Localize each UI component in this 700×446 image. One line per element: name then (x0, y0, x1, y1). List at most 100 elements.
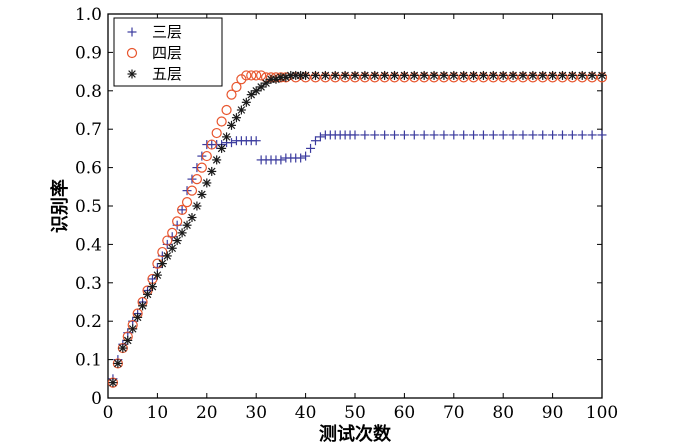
data-point (227, 120, 236, 130)
data-point (429, 70, 439, 80)
data-point (518, 130, 528, 140)
y-tick-label: 0.2 (75, 312, 102, 332)
legend-marker (126, 47, 138, 59)
series-3 (108, 70, 607, 388)
data-point (567, 70, 577, 80)
data-point (587, 70, 597, 80)
data-point (439, 130, 449, 140)
data-point (251, 70, 262, 81)
data-point (177, 204, 188, 215)
data-point (449, 70, 459, 80)
data-point (399, 70, 409, 80)
data-point (538, 130, 548, 140)
data-point (261, 78, 271, 88)
data-point (301, 151, 311, 161)
data-point (548, 70, 558, 80)
data-point (206, 139, 217, 150)
data-point (459, 130, 469, 140)
data-point (380, 70, 390, 80)
data-point (231, 113, 241, 123)
legend-label: 五层 (152, 65, 182, 83)
data-point (192, 201, 202, 211)
data-point (256, 82, 266, 92)
data-point (449, 130, 459, 140)
x-tick-label: 40 (295, 403, 317, 423)
data-point (231, 81, 242, 93)
data-point (123, 335, 133, 345)
data-point (459, 70, 469, 80)
data-point (429, 130, 439, 140)
data-point (370, 130, 380, 140)
data-point (241, 97, 251, 107)
data-point (196, 162, 207, 173)
data-point (157, 259, 167, 269)
data-point (399, 130, 409, 140)
data-point (390, 130, 400, 140)
data-point (108, 378, 118, 388)
data-point (276, 155, 286, 165)
x-tick-label: 10 (147, 403, 169, 423)
data-point (118, 343, 128, 353)
data-point (350, 70, 360, 80)
data-point (548, 130, 558, 140)
data-point (152, 270, 162, 280)
data-point (186, 185, 198, 196)
x-tick-label: 60 (394, 403, 416, 423)
data-point (241, 70, 252, 81)
x-tick-label: 80 (492, 403, 514, 423)
data-point (528, 70, 538, 80)
data-point (310, 70, 320, 80)
y-axis-title: 识别率 (49, 179, 71, 233)
data-point (380, 130, 390, 140)
y-tick-label: 0.8 (75, 82, 102, 102)
data-point (162, 251, 172, 261)
y-tick-label: 0.6 (75, 159, 102, 179)
data-point (315, 132, 325, 142)
data-point (113, 358, 123, 368)
data-point (216, 116, 227, 127)
data-point (172, 236, 182, 246)
data-point (567, 130, 577, 140)
y-tick-label: 0.9 (75, 43, 102, 63)
data-point (162, 235, 173, 246)
data-point (320, 70, 330, 80)
data-point (246, 90, 256, 100)
data-point (538, 70, 548, 80)
data-point (518, 70, 528, 80)
data-point (370, 70, 380, 80)
axis-ticks (107, 13, 603, 399)
data-point (191, 174, 203, 185)
data-point (226, 89, 237, 100)
data-point (350, 130, 360, 140)
y-tick-label: 0.7 (75, 120, 102, 140)
data-point (172, 216, 183, 227)
data-point (133, 312, 143, 322)
data-point (409, 130, 419, 140)
data-point (478, 70, 488, 80)
data-point (296, 153, 306, 163)
x-axis-title: 测试次数 (319, 423, 392, 445)
data-point (187, 213, 197, 223)
data-point (419, 70, 429, 80)
data-point (182, 220, 192, 230)
y-tick-label: 1.0 (75, 5, 102, 25)
data-point (177, 228, 187, 238)
data-point (246, 70, 257, 81)
y-tick-label: 0 (91, 389, 102, 409)
y-tick-label: 0.3 (75, 274, 102, 294)
data-point (557, 130, 567, 140)
data-point (498, 130, 508, 140)
data-points (107, 70, 608, 388)
data-point (251, 86, 261, 96)
data-point (587, 130, 597, 140)
data-point (409, 70, 419, 80)
data-point (143, 289, 153, 299)
data-point (488, 70, 498, 80)
x-tick-label: 100 (586, 403, 618, 423)
data-point (469, 130, 479, 140)
data-point (577, 70, 587, 80)
data-point (202, 178, 212, 188)
data-point (147, 282, 157, 292)
